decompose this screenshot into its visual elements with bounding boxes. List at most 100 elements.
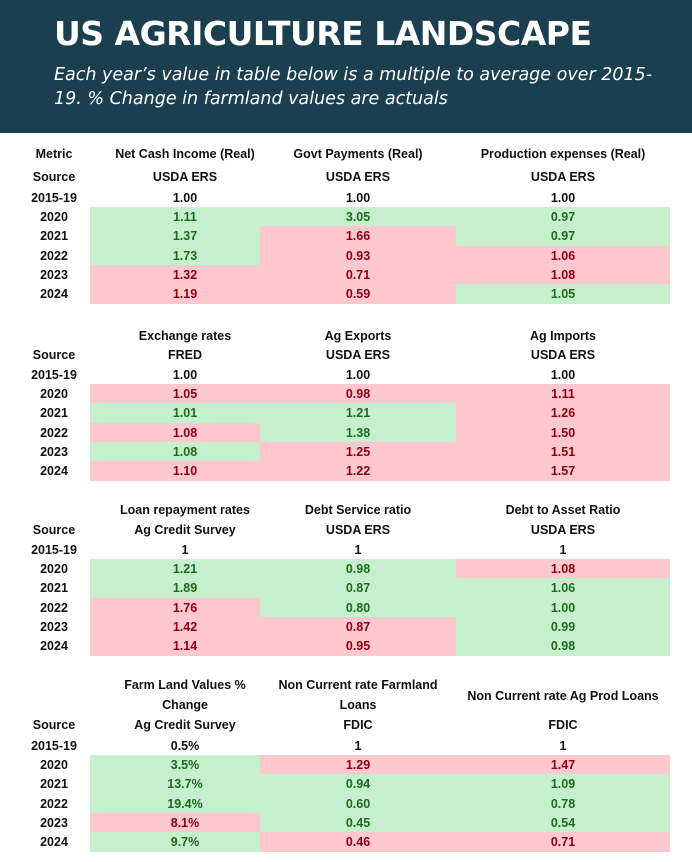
column-header: Govt Payments (Real) <box>293 147 423 161</box>
value-cell: 1.10 <box>90 461 280 481</box>
value-cell: 19.4% <box>90 793 280 814</box>
value-cell: 1.00 <box>345 368 371 382</box>
year-label: 2024 <box>40 287 68 301</box>
value-cell: 0.71 <box>260 264 456 285</box>
page-title: US AGRICULTURE LANDSCAPE <box>54 14 592 53</box>
column-header: Exchange rates <box>138 329 232 343</box>
value-cell: 1.08 <box>456 264 670 285</box>
year-label: 2024 <box>40 464 68 478</box>
column-header: Non Current rate Farmland <box>278 678 438 692</box>
value-cell: 0.80 <box>260 597 456 618</box>
column-header: Farm Land Values % <box>124 678 246 692</box>
table-row: 2024 1.10 1.22 1.57 <box>20 461 670 481</box>
value-cell: 1.29 <box>260 755 456 776</box>
table-header-row-line2: Change Loans <box>20 696 670 716</box>
year-label: 2015-19 <box>31 191 77 205</box>
value-cell: 0.87 <box>260 616 456 637</box>
value-cell: 0.45 <box>260 812 456 833</box>
value-cell: 1.06 <box>456 245 670 266</box>
value-cell: 0.71 <box>456 832 670 852</box>
value-cell: 0.97 <box>456 226 670 247</box>
page-subtitle: Each year’s value in table below is a mu… <box>54 65 653 109</box>
table-row: 2020 1.21 0.98 1.08 <box>20 559 670 580</box>
column-header: Change <box>162 698 208 712</box>
value-cell: 1.22 <box>260 461 456 481</box>
source-cell: USDA ERS <box>325 170 391 184</box>
value-cell: 0.97 <box>456 207 670 228</box>
value-cell: 1.09 <box>456 774 670 795</box>
year-label: 2024 <box>40 835 68 849</box>
year-label: 2023 <box>40 619 68 634</box>
value-cell: 1.00 <box>550 191 576 205</box>
header-banner: US AGRICULTURE LANDSCAPE Each year’s val… <box>0 0 692 133</box>
value-cell: 0.98 <box>260 384 456 405</box>
table-row: 2022 1.76 0.80 1.00 <box>20 597 670 618</box>
year-label: 2020 <box>40 562 68 577</box>
value-cell: 0.99 <box>456 616 670 637</box>
table-row: 2015-19 1 1 1 <box>20 540 670 560</box>
value-cell: 1.11 <box>90 207 280 228</box>
table-source-row: Source Ag Credit Survey USDA ERS USDA ER… <box>20 520 670 540</box>
value-cell: 1.14 <box>90 636 280 656</box>
value-cell: 13.7% <box>90 774 280 795</box>
table-header-row: Loan repayment rates Debt Service ratio … <box>20 500 670 520</box>
value-cell: 0.46 <box>260 832 456 852</box>
source-cell: USDA ERS <box>530 170 596 184</box>
table-row: 2022 19.4% 0.60 0.78 <box>20 793 670 814</box>
column-header: Debt Service ratio <box>304 503 412 517</box>
source-label: Source <box>32 170 76 184</box>
value-cell: 1.76 <box>90 597 280 618</box>
year-label: 2022 <box>40 600 68 615</box>
table-source-row: Source FRED USDA ERS USDA ERS <box>20 345 670 365</box>
value-cell: 0.5% <box>170 739 200 753</box>
value-cell: 1.05 <box>456 284 670 304</box>
year-label: 2022 <box>40 248 68 263</box>
year-label: 2021 <box>40 777 68 792</box>
value-cell: 0.60 <box>260 793 456 814</box>
value-cell: 1.50 <box>456 422 670 443</box>
value-cell: 1.08 <box>90 422 280 443</box>
year-label: 2024 <box>40 639 68 653</box>
value-cell: 1.26 <box>456 403 670 424</box>
table-row: 2022 1.73 0.93 1.06 <box>20 245 670 266</box>
year-label: 2022 <box>40 796 68 811</box>
value-cell: 1.00 <box>345 191 371 205</box>
table-row: 2021 1.37 1.66 0.97 <box>20 226 670 247</box>
column-header: Ag Exports <box>324 329 392 343</box>
value-cell: 0.87 <box>260 578 456 599</box>
table-row: 2021 1.89 0.87 1.06 <box>20 578 670 599</box>
value-cell: 1.11 <box>456 384 670 405</box>
column-header: Non Current rate Ag Prod Loans <box>467 689 659 703</box>
source-cell: USDA ERS <box>530 348 596 362</box>
year-label: 2015-19 <box>31 543 77 557</box>
value-cell: 1.05 <box>90 384 280 405</box>
value-cell: 1.00 <box>550 368 576 382</box>
table-source-row: Source USDA ERS USDA ERS USDA ERS <box>20 167 670 187</box>
source-cell: USDA ERS <box>530 523 596 537</box>
value-cell: 0.93 <box>260 245 456 266</box>
value-cell: 1 <box>559 739 567 753</box>
value-cell: 1 <box>354 543 362 557</box>
table-header-row: Exchange rates Ag Exports Ag Imports <box>20 326 670 346</box>
table-header-row: Farm Land Values % Non Current rate Farm… <box>20 676 670 696</box>
source-cell: FDIC <box>343 718 373 732</box>
year-label: 2023 <box>40 267 68 282</box>
table-row: 2020 3.5% 1.29 1.47 <box>20 755 670 776</box>
year-label: 2021 <box>40 581 68 596</box>
source-label: Source <box>32 523 76 537</box>
value-cell: 1.06 <box>456 578 670 599</box>
value-cell: 1.89 <box>90 578 280 599</box>
value-cell: 1.21 <box>260 403 456 424</box>
value-cell: 9.7% <box>90 832 280 852</box>
table-row: 2015-19 1.00 1.00 1.00 <box>20 188 670 208</box>
value-cell: 1.57 <box>456 461 670 481</box>
year-label: 2023 <box>40 444 68 459</box>
metric-label: Metric <box>35 147 73 161</box>
value-cell: 0.98 <box>456 636 670 656</box>
table-row: 2023 1.32 0.71 1.08 <box>20 264 670 285</box>
value-cell: 1.38 <box>260 422 456 443</box>
value-cell: 1 <box>181 543 189 557</box>
value-cell: 8.1% <box>90 812 280 833</box>
value-cell: 0.98 <box>260 559 456 580</box>
value-cell: 1 <box>354 739 362 753</box>
